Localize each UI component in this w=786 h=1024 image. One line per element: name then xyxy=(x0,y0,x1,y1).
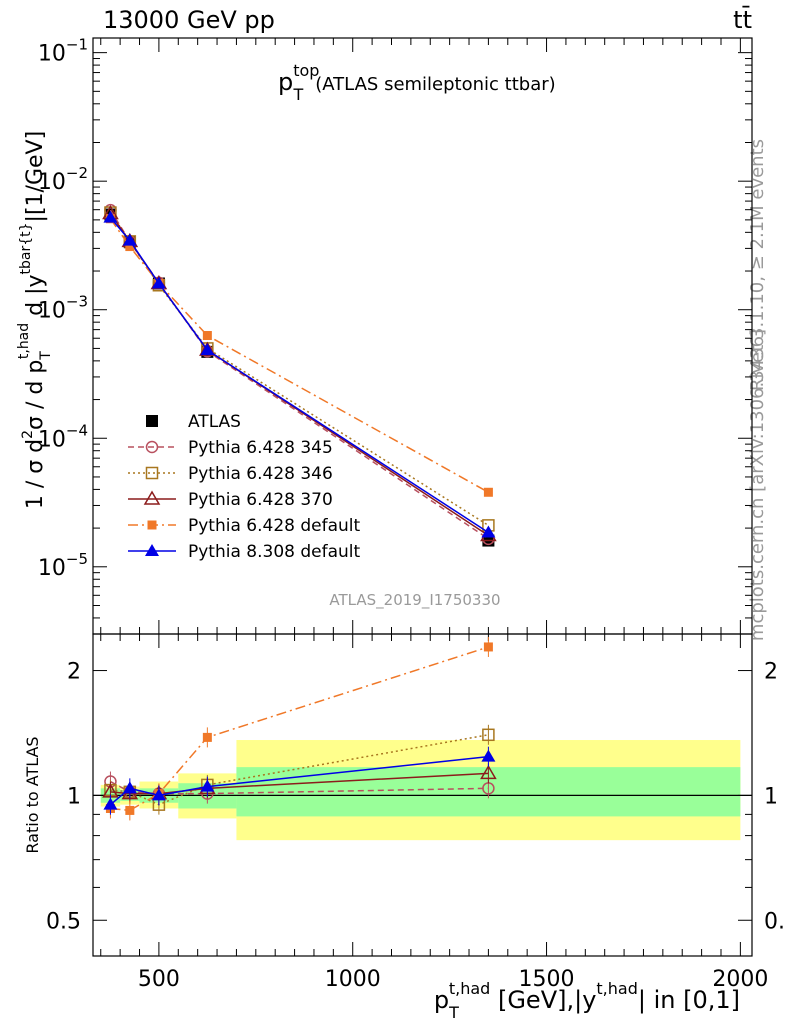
x-tick-label-2: 1500 xyxy=(519,967,575,992)
legend-marker-0 xyxy=(146,415,158,427)
main-y-tick-label-4: 10−1 xyxy=(38,36,88,67)
legend-label-2: Pythia 6.428 346 xyxy=(188,464,333,484)
main-y-tick-label-0: 10−5 xyxy=(38,550,88,581)
header-process: tt̄ xyxy=(733,5,752,34)
mcplots-label: mcplots.cern.ch [arXiv:1306.3436] xyxy=(747,329,768,641)
main-series-line-5 xyxy=(109,217,489,534)
main-point-4-4 xyxy=(483,487,493,497)
ratio-point-4-3 xyxy=(200,779,215,792)
main-point-5-4 xyxy=(481,525,496,538)
legend-marker-4 xyxy=(147,520,157,530)
ratio-point-4-2 xyxy=(151,788,166,801)
ratio-y-tick-label-2: 2 xyxy=(67,660,81,685)
legend-marker-3 xyxy=(143,490,161,505)
ratio-y-axis-label: Ratio to ATLAS xyxy=(23,736,42,853)
main-point-5-0 xyxy=(103,210,118,223)
main-point-4-3 xyxy=(202,331,212,341)
legend-marker-2 xyxy=(145,466,159,480)
ratio-point-3-4 xyxy=(483,642,493,652)
header-energy: 13000 GeV pp xyxy=(103,6,275,34)
main-chart-title: ptop T (ATLAS semileptonic ttbar) xyxy=(278,61,556,104)
main-y-axis-label: 1 / σ d2σ / d pTt,had d |ytbar{t}|[1/GeV… xyxy=(16,131,54,509)
legend-label-4: Pythia 6.428 default xyxy=(188,516,361,536)
ratio-y-tick-label-1: 1 xyxy=(67,784,81,809)
main-point-5-1 xyxy=(122,233,137,246)
legend-marker-1 xyxy=(145,440,159,454)
legend-label-5: Pythia 8.308 default xyxy=(188,542,361,562)
main-panel: 10−5 10−4 10−3 10−2 10−1 xyxy=(38,36,753,635)
legend-marker-5 xyxy=(145,544,159,556)
legend-label-1: Pythia 6.428 345 xyxy=(188,438,333,458)
ratio-panel: 500 1000 1500 2000 0.5 0.5 1 1 2 2 xyxy=(46,633,786,992)
legend: ATLAS Pythia 6.428 345 Pythia 6.428 346 Pyt… xyxy=(128,412,361,562)
x-tick-label-3: 2000 xyxy=(712,967,768,992)
ratio-point-4-1 xyxy=(122,781,137,794)
main-y-tick-label-3: 10−2 xyxy=(38,164,88,195)
x-axis-label: pTt,had [GeV],|yt,had| in [0,1] xyxy=(434,979,740,1022)
main-point-5-2 xyxy=(151,276,166,289)
legend-label-3: Pythia 6.428 370 xyxy=(188,490,333,510)
analysis-id-label: ATLAS_2019_I1750330 xyxy=(329,591,500,610)
main-y-tick-label-1: 10−4 xyxy=(38,421,88,452)
x-tick-label-0: 500 xyxy=(138,967,180,992)
ratio-y-tick-label-right-2: 2 xyxy=(764,660,778,685)
main-series-line-3 xyxy=(109,213,489,537)
x-tick-label-1: 1000 xyxy=(325,967,381,992)
ratio-series-line-3 xyxy=(110,646,489,812)
ratio-y-tick-label-right-1: 1 xyxy=(764,784,778,809)
ratio-point-2-4 xyxy=(480,764,497,780)
main-y-tick-label-2: 10−3 xyxy=(38,293,88,324)
ratio-point-1-4 xyxy=(482,728,495,742)
ratio-point-4-0 xyxy=(103,797,118,810)
ratio-point-3-3 xyxy=(202,732,212,742)
main-point-4-1 xyxy=(125,242,135,252)
main-point-5-3 xyxy=(200,343,215,356)
ratio-y-tick-label-right-0: 0.5 xyxy=(764,909,786,934)
ratio-point-4-4 xyxy=(481,749,496,762)
ratio-point-3-1 xyxy=(125,805,135,815)
legend-label-0: ATLAS xyxy=(188,412,241,432)
ratio-y-tick-label-0: 0.5 xyxy=(46,909,81,934)
